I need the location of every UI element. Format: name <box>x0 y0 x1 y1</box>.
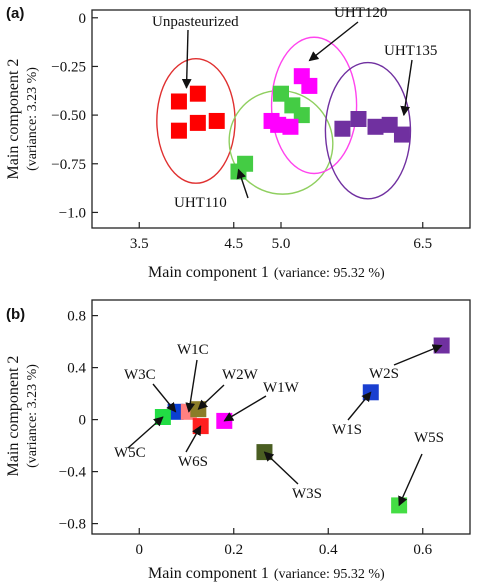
point-unpasteurized-0 <box>170 93 187 110</box>
arrow-w1c <box>185 359 198 413</box>
point-unpasteurized-1 <box>189 85 206 102</box>
panel-b-x-ticks: 0 0.2 0.4 0.6 <box>136 528 433 558</box>
panel-a-arrows <box>181 21 413 199</box>
annotation-arrow-1 <box>308 21 359 62</box>
panel-b: (b) 0 0.2 0.4 0.6 0.8 0.4 0 −0.4 −0.8 W3C W1C W2W… <box>5 299 471 582</box>
y-tick-label: −0.4 <box>59 465 87 481</box>
arrow-w3c <box>152 383 177 413</box>
label-w2w: W2W <box>222 367 259 383</box>
panel-b-y-ticks: 0.8 0.4 0 −0.4 −0.8 <box>59 309 98 533</box>
y-tick-label: 0.8 <box>67 309 86 325</box>
arrow-w5c <box>127 416 164 449</box>
x-tick-label: 5.0 <box>272 236 291 252</box>
group-ellipse-3 <box>324 61 412 200</box>
y-tick-label: 0.4 <box>67 361 86 377</box>
point-uht135-1 <box>350 111 367 127</box>
label-w5s: W5S <box>414 430 444 446</box>
y-tick-label: −1.0 <box>59 205 86 221</box>
panel-b-label: (b) <box>6 306 25 323</box>
panel-b-point-labels: W3C W1C W2W W6S W1W W5C W3S W1S W2S W5S <box>114 342 444 502</box>
svg-text:Main component 2: Main component 2 <box>5 59 22 180</box>
panel-a: (a) 3.5 4.5 5.0 6.5 0 −0.25 −0.50 −0.75 −1.0 Un… <box>5 5 471 281</box>
svg-text:(variance: 3.23 %): (variance: 3.23 %) <box>25 67 40 171</box>
label-w3c: W3C <box>124 367 156 383</box>
panel-a-x-axis-title: Main component 1 (variance: 95.32 %) <box>148 264 385 281</box>
y-tick-label: −0.50 <box>51 108 86 124</box>
label-uht120: UHT120 <box>334 5 387 21</box>
label-w3s: W3S <box>292 486 322 502</box>
label-w1w: W1W <box>263 380 300 396</box>
point-w5s <box>391 497 408 514</box>
arrow-w5s <box>398 453 423 507</box>
panel-a-points <box>170 68 410 180</box>
point-uht135-4 <box>393 126 410 143</box>
arrow-w2s <box>393 344 443 366</box>
y-tick-label: −0.75 <box>51 157 86 173</box>
point-unpasteurized-2 <box>189 114 206 131</box>
label-w1c: W1C <box>177 342 209 358</box>
point-uht120-3 <box>270 116 287 133</box>
x-tick-label: 0 <box>136 542 144 558</box>
panel-a-label: (a) <box>6 5 24 22</box>
point-unpasteurized-3 <box>208 112 225 129</box>
panel-a-y-axis-title: Main component 2 (variance: 3.23 %) <box>5 59 40 180</box>
label-w5c: W5C <box>114 445 146 461</box>
y-tick-label: 0 <box>79 11 87 27</box>
group-ellipse-0 <box>156 57 236 184</box>
label-w6s: W6S <box>178 454 208 470</box>
x-tick-label: 0.4 <box>319 542 338 558</box>
point-unpasteurized-4 <box>170 122 187 139</box>
annotation-arrow-0 <box>181 29 192 89</box>
y-tick-label: 0 <box>79 413 87 429</box>
point-uht120-4 <box>282 118 299 135</box>
label-w1s: W1S <box>332 422 362 438</box>
y-tick-label: −0.8 <box>59 517 86 533</box>
panel-a-x-ticks: 3.5 4.5 5.0 6.5 <box>130 222 432 252</box>
panel-a-ellipses <box>156 36 412 200</box>
point-uht120-1 <box>301 77 318 94</box>
x-tick-label: 0.2 <box>224 542 243 558</box>
panel-b-x-axis-title: Main component 1 (variance: 95.32 %) <box>148 565 385 582</box>
panel-a-y-ticks: 0 −0.25 −0.50 −0.75 −1.0 <box>51 11 98 221</box>
point-uht135-0 <box>334 120 351 137</box>
point-uht135-3 <box>381 116 398 133</box>
panel-b-frame <box>91 299 471 535</box>
label-uht135: UHT135 <box>384 43 437 59</box>
label-w2s: W2S <box>369 366 399 382</box>
svg-text:(variance: 3.23 %): (variance: 3.23 %) <box>25 364 40 468</box>
arrow-w1s <box>347 391 372 421</box>
annotation-arrow-3 <box>236 168 249 199</box>
x-tick-label: 6.5 <box>413 236 432 252</box>
svg-text:Main component 2: Main component 2 <box>5 356 22 477</box>
annotation-arrow-2 <box>400 59 413 117</box>
point-uht135-2 <box>367 118 384 135</box>
point-uht110-1 <box>237 155 254 172</box>
y-tick-label: −0.25 <box>51 59 86 75</box>
x-tick-label: 4.5 <box>224 236 243 252</box>
label-unpasteurized: Unpasteurized <box>152 14 239 30</box>
x-tick-label: 3.5 <box>130 236 149 252</box>
arrow-w2w <box>197 384 225 410</box>
arrow-w1w <box>223 395 267 422</box>
group-ellipse-2 <box>270 36 358 175</box>
panel-b-arrows <box>127 344 443 507</box>
arrow-w3s <box>263 451 299 485</box>
label-uht110: UHT110 <box>174 195 227 211</box>
x-tick-label: 0.6 <box>413 542 432 558</box>
arrow-w6s <box>185 425 202 453</box>
panel-b-y-axis-title: Main component 2 (variance: 3.23 %) <box>5 356 40 477</box>
